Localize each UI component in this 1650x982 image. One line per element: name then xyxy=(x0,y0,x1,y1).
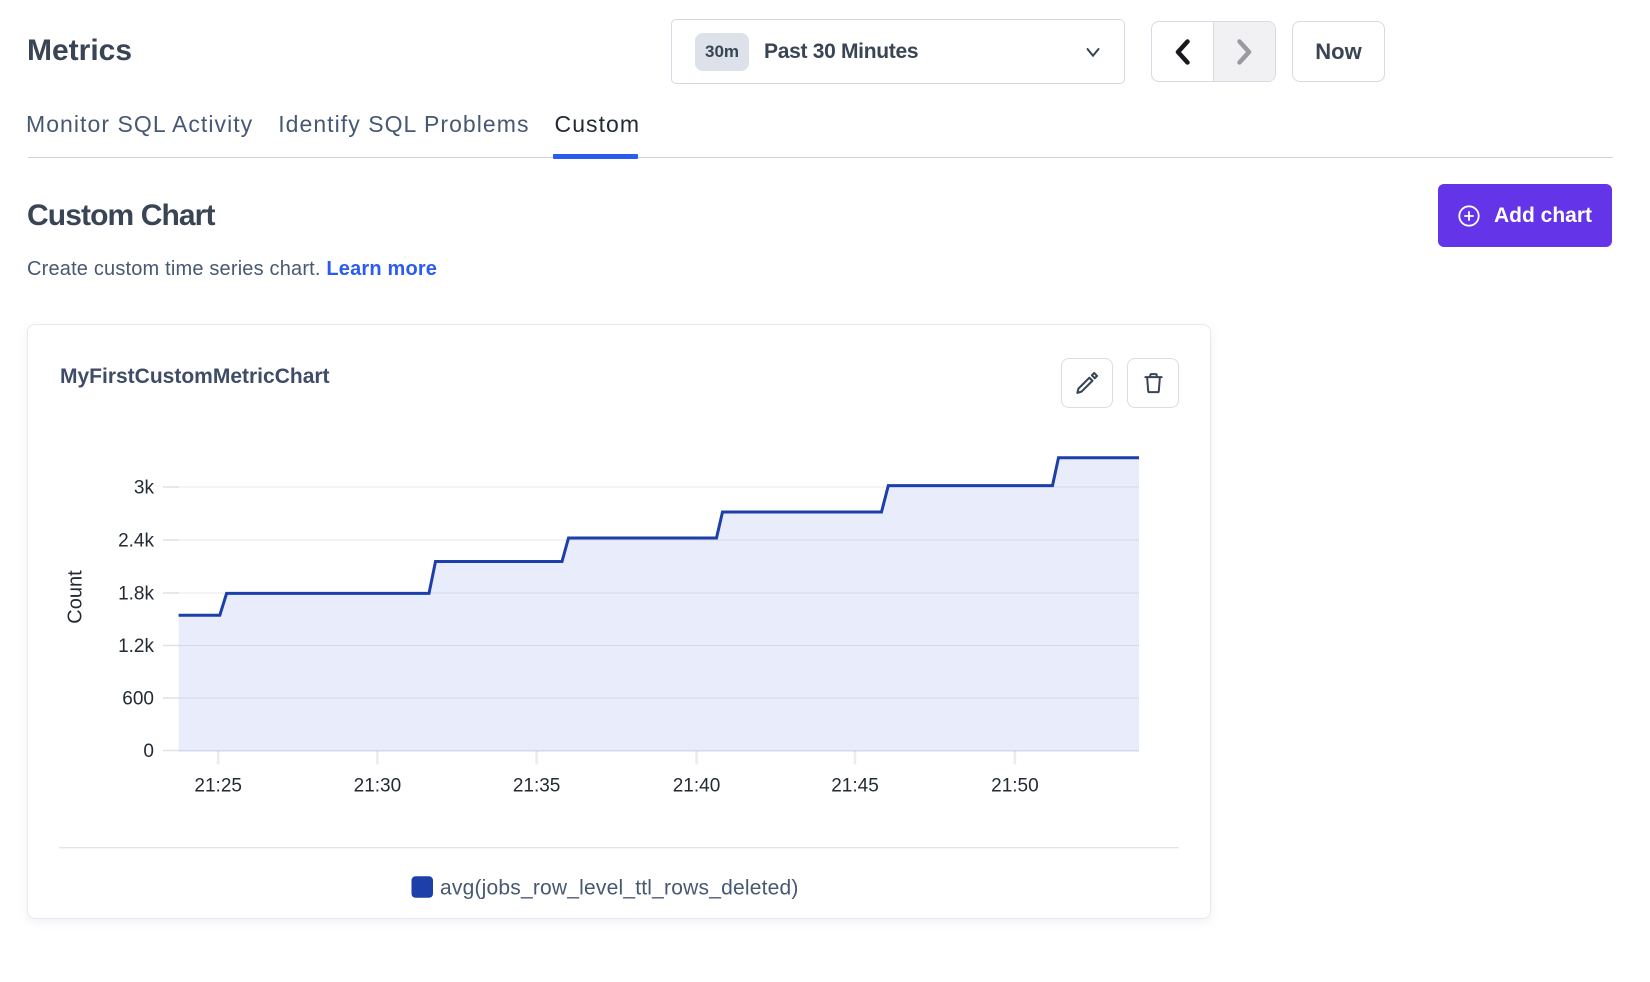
svg-text:21:35: 21:35 xyxy=(513,776,561,797)
svg-text:Count: Count xyxy=(65,570,87,624)
svg-text:1.8k: 1.8k xyxy=(118,584,154,605)
svg-text:avg(jobs_row_level_ttl_rows_de: avg(jobs_row_level_ttl_rows_deleted) xyxy=(440,877,799,900)
svg-text:2.4k: 2.4k xyxy=(118,531,154,552)
svg-text:600: 600 xyxy=(122,689,154,710)
svg-text:21:50: 21:50 xyxy=(991,776,1039,797)
svg-text:1.2k: 1.2k xyxy=(118,636,154,657)
svg-text:21:25: 21:25 xyxy=(194,776,242,797)
svg-text:21:45: 21:45 xyxy=(831,776,879,797)
svg-text:0: 0 xyxy=(143,741,154,762)
svg-text:3k: 3k xyxy=(134,478,155,499)
svg-text:21:40: 21:40 xyxy=(673,776,721,797)
svg-text:21:30: 21:30 xyxy=(354,776,402,797)
